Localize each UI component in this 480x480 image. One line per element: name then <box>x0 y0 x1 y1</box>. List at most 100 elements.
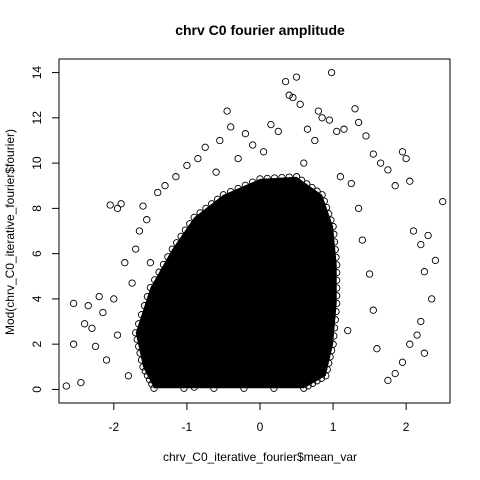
data-point <box>137 311 146 319</box>
data-point <box>139 363 147 371</box>
data-point <box>322 203 331 212</box>
data-point <box>331 245 339 254</box>
data-point <box>106 201 114 209</box>
x-tick-label: -2 <box>108 420 119 434</box>
data-point <box>181 226 190 234</box>
data-point <box>358 236 366 244</box>
data-point <box>398 358 407 366</box>
data-point <box>391 369 399 378</box>
data-point <box>413 331 421 339</box>
data-point <box>303 180 311 188</box>
data-point <box>333 284 341 292</box>
data-point <box>196 209 204 217</box>
data-point <box>402 154 410 163</box>
y-tick-label: 2 <box>30 341 44 348</box>
data-point <box>190 383 198 391</box>
data-point <box>154 188 162 197</box>
data-point <box>354 204 363 213</box>
data-point <box>99 308 107 317</box>
data-point <box>344 326 352 335</box>
data-point <box>227 123 235 131</box>
data-point <box>300 384 308 392</box>
data-point <box>267 120 275 129</box>
data-point <box>173 239 181 247</box>
data-point <box>354 118 363 127</box>
data-point <box>164 349 173 357</box>
data-point <box>369 306 377 314</box>
data-point <box>308 183 316 192</box>
data-point <box>151 276 159 284</box>
data-point <box>292 73 301 81</box>
data-point <box>234 184 242 193</box>
data-point <box>201 143 209 151</box>
data-point <box>210 384 218 392</box>
data-point <box>333 261 341 269</box>
data-point <box>330 324 339 332</box>
data-point <box>227 187 235 196</box>
data-point <box>132 245 140 253</box>
y-tick-label: 4 <box>30 295 44 302</box>
data-point <box>194 154 202 163</box>
data-point <box>308 379 317 387</box>
data-point <box>340 125 348 133</box>
data-point <box>95 292 103 301</box>
data-point <box>208 200 216 208</box>
data-point <box>297 176 306 184</box>
data-point <box>333 299 341 308</box>
data-point <box>362 132 370 140</box>
data-point <box>318 191 326 199</box>
data-point <box>329 222 337 231</box>
data-point <box>292 173 301 181</box>
data-point <box>216 136 224 145</box>
y-tick-label: 10 <box>30 156 44 170</box>
data-point <box>417 240 425 249</box>
data-point <box>320 197 328 205</box>
data-point <box>234 154 242 163</box>
data-point <box>424 231 432 240</box>
data-point <box>136 349 144 357</box>
data-point <box>143 371 152 380</box>
data-point <box>128 279 136 287</box>
data-point <box>135 320 143 328</box>
data-point <box>84 302 92 310</box>
y-tick-label: 12 <box>30 111 44 125</box>
data-point <box>322 372 330 380</box>
x-axis-ticks: -2 -1 0 1 2 <box>108 403 410 434</box>
data-point <box>384 376 392 385</box>
data-point <box>313 377 321 385</box>
data-point <box>256 175 264 183</box>
y-axis-ticks: 0 2 4 6 8 10 12 14 <box>30 66 59 393</box>
x-tick-label: 0 <box>257 420 264 434</box>
data-point <box>384 166 392 174</box>
data-point <box>259 148 268 156</box>
data-point <box>351 105 359 113</box>
x-axis-label: chrv_C0_iterative_fourier$mean_var <box>163 450 357 464</box>
data-point <box>190 213 198 222</box>
data-point <box>327 216 335 224</box>
data-point <box>249 178 257 186</box>
data-point <box>330 332 338 340</box>
data-point <box>102 356 111 364</box>
data-points <box>62 68 447 392</box>
data-point <box>304 382 312 390</box>
data-point <box>365 270 374 278</box>
y-tick-label: 0 <box>30 386 44 393</box>
data-point <box>373 345 381 353</box>
data-point <box>314 107 323 115</box>
data-point <box>398 148 407 156</box>
data-point <box>369 150 377 158</box>
data-point <box>439 197 447 206</box>
data-point <box>155 268 163 276</box>
data-point <box>391 182 399 190</box>
data-point <box>133 335 141 344</box>
data-point <box>406 340 414 348</box>
y-tick-label: 14 <box>30 66 44 80</box>
data-point <box>161 182 169 190</box>
data-point <box>285 173 293 181</box>
data-point <box>331 316 339 324</box>
data-point <box>333 268 341 277</box>
data-point <box>91 342 100 351</box>
data-point <box>159 260 168 269</box>
y-tick-label: 6 <box>30 250 44 257</box>
